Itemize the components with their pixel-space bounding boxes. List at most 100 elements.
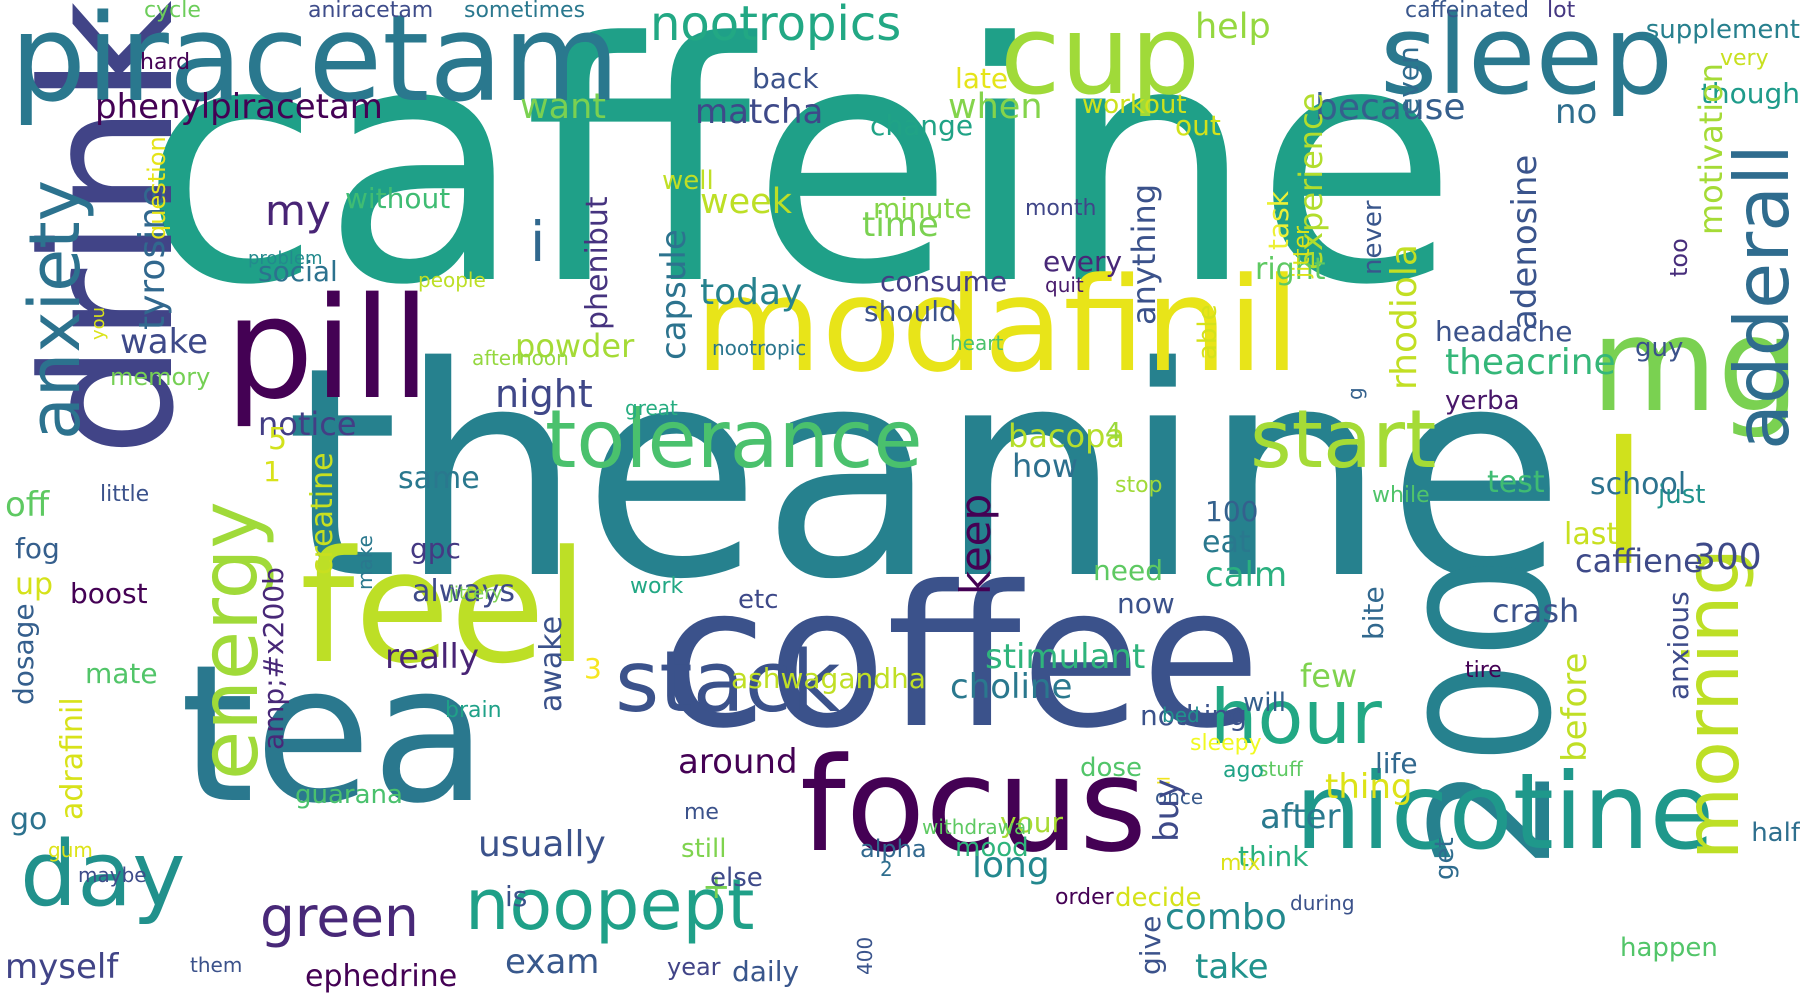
word-154: ashwagandha xyxy=(731,662,926,695)
word-22: noopept xyxy=(465,864,755,946)
word-2: theanine xyxy=(285,306,1566,643)
word-117: motivation xyxy=(1692,62,1730,235)
word-53: adenosine xyxy=(1505,154,1545,330)
word-116: too xyxy=(1665,238,1693,277)
word-164: stuff xyxy=(1258,757,1303,781)
word-172: buy xyxy=(1147,778,1187,842)
word-190: year xyxy=(667,953,721,981)
word-42: capsule xyxy=(654,229,694,360)
word-7: feel xyxy=(300,517,589,698)
word-34: theacrine xyxy=(1445,342,1616,383)
word-13: l xyxy=(1600,406,1648,604)
word-145: bite xyxy=(1357,586,1390,640)
word-94: lot xyxy=(1547,0,1576,23)
word-122: great xyxy=(625,396,678,420)
word-165: dose xyxy=(1080,753,1142,783)
word-120: heart xyxy=(950,331,1004,355)
word-50: headache xyxy=(1435,315,1573,348)
word-119: g xyxy=(1343,387,1367,400)
word-108: task xyxy=(1262,191,1295,250)
word-63: amp;#x200b xyxy=(257,567,290,750)
word-182: decide xyxy=(1115,883,1202,913)
word-150: work xyxy=(630,574,684,599)
word-9: focus xyxy=(800,729,1147,881)
word-78: adrafinil xyxy=(55,697,90,820)
word-127: problem xyxy=(248,248,323,269)
word-82: boost xyxy=(70,577,148,610)
word-166: life xyxy=(1375,747,1418,780)
word-5: tea xyxy=(180,624,488,845)
word-57: choline xyxy=(950,667,1073,707)
word-191: them xyxy=(190,953,243,977)
word-184: get xyxy=(1430,837,1460,880)
word-157: anxious xyxy=(1662,591,1695,700)
word-158: tire xyxy=(1465,658,1502,683)
word-160: brain xyxy=(445,698,502,723)
word-76: daily xyxy=(732,955,800,988)
word-178: alpha xyxy=(860,835,927,863)
word-167: = xyxy=(1155,768,1172,792)
word-144: now xyxy=(1117,587,1175,620)
word-77: go xyxy=(10,802,48,837)
word-128: 4 xyxy=(1105,418,1122,448)
word-123: afternoon xyxy=(472,346,569,370)
word-14: mg xyxy=(1590,289,1800,441)
word-193: maybe xyxy=(78,863,147,887)
word-79: guarana xyxy=(295,780,403,810)
word-46: wake xyxy=(120,322,209,362)
word-58: stimulant xyxy=(985,637,1146,677)
word-121: nootropic xyxy=(712,336,807,360)
word-100: back xyxy=(752,62,819,95)
word-26: hour xyxy=(1210,673,1382,761)
word-151: make xyxy=(353,535,377,590)
word-18: tolerance xyxy=(545,393,923,486)
word-3: coffee xyxy=(660,544,1261,771)
word-106: minute xyxy=(873,192,972,225)
word-126: hard xyxy=(140,50,191,75)
word-101: late xyxy=(955,62,1009,95)
word-31: my xyxy=(265,186,331,235)
word-21: day xyxy=(20,822,186,927)
word-140: eat xyxy=(1202,525,1251,560)
word-183: mix xyxy=(1220,851,1261,876)
word-16: nicotine xyxy=(1295,751,1715,873)
word-125: you xyxy=(88,306,109,340)
word-152: etc xyxy=(738,585,779,615)
word-185: during xyxy=(1290,891,1355,915)
word-37: help xyxy=(1195,7,1271,47)
word-25: start xyxy=(1250,393,1437,486)
word-147: gpc xyxy=(410,532,461,565)
word-129: 5 xyxy=(268,422,288,457)
word-62: creatine xyxy=(305,452,340,575)
word-153: 3 xyxy=(584,652,602,685)
word-29: phenylpiracetam xyxy=(95,87,383,127)
word-74: myself xyxy=(5,947,119,987)
word-81: dosage xyxy=(7,603,40,705)
word-28: green xyxy=(260,885,419,949)
word-97: though xyxy=(1700,77,1800,110)
word-93: caffeinated xyxy=(1405,0,1529,23)
word-41: today xyxy=(700,272,803,313)
word-64: long xyxy=(972,845,1050,886)
word-110: should xyxy=(864,295,957,328)
word-146: keep xyxy=(951,493,1000,595)
word-173: your xyxy=(1000,806,1063,839)
word-54: anything xyxy=(1125,183,1163,325)
word-17: stack xyxy=(615,633,841,732)
word-132: little xyxy=(100,482,150,507)
word-91: aniracetam xyxy=(308,0,434,23)
word-83: fog xyxy=(15,532,60,565)
word-92: sometimes xyxy=(464,0,586,23)
word-130: 1 xyxy=(263,455,281,488)
word-155: few xyxy=(1300,657,1358,695)
word-177: mood xyxy=(955,833,1029,863)
word-66: thing xyxy=(1325,767,1413,807)
word-32: i xyxy=(530,210,546,274)
word-170: think xyxy=(1238,840,1309,873)
word-59: caffiene xyxy=(1575,542,1703,580)
word-171: half xyxy=(1751,818,1800,848)
word-51: yerba xyxy=(1445,386,1520,416)
word-60: awake xyxy=(534,615,569,712)
word-159: will xyxy=(1243,688,1286,718)
